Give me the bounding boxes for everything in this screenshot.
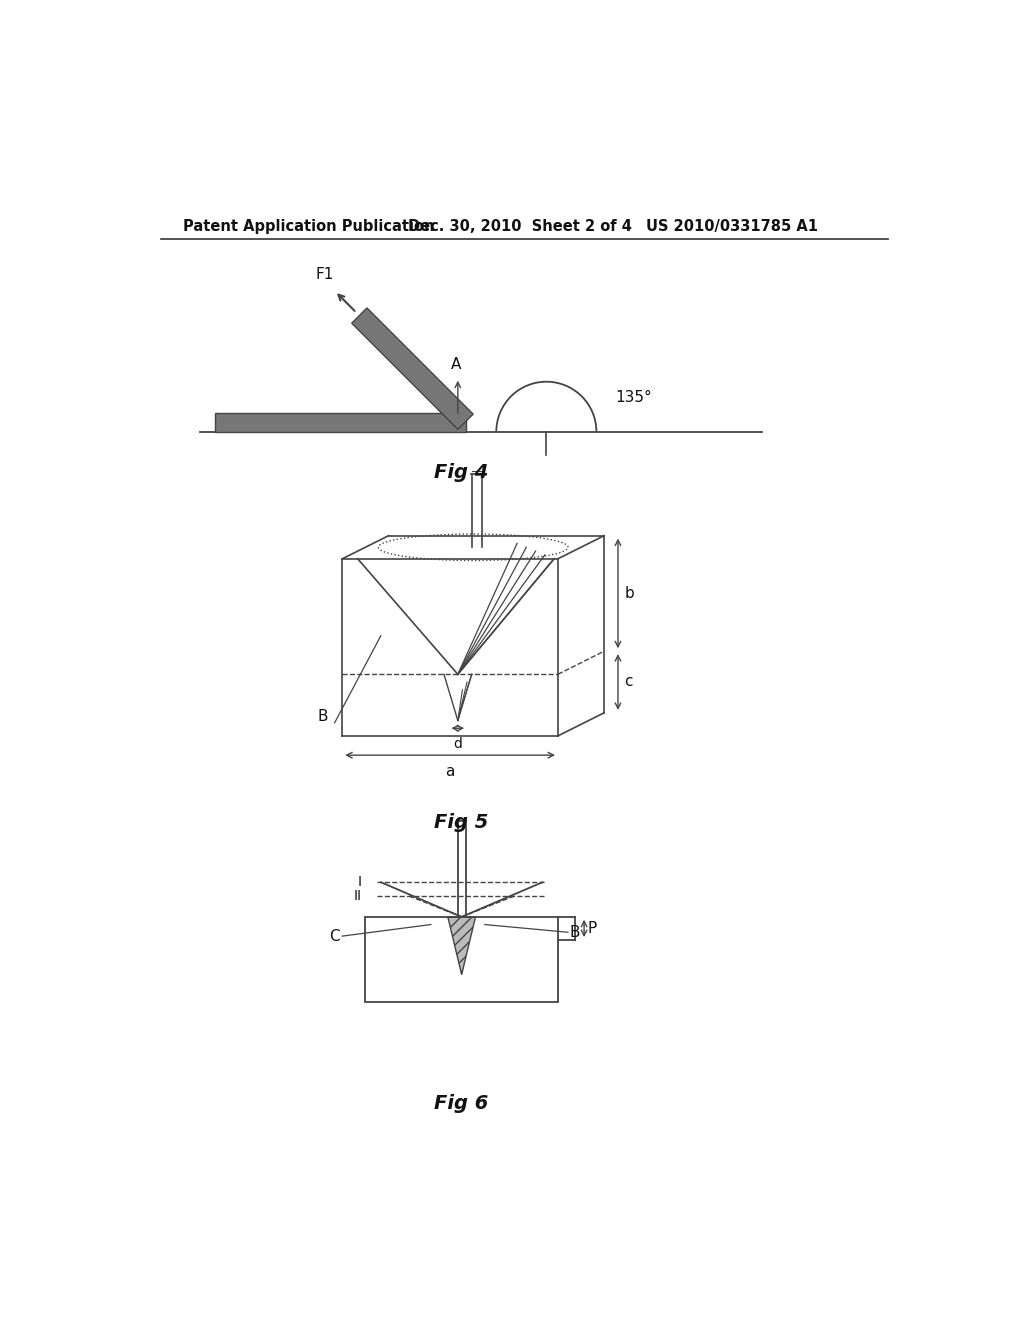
Text: II: II bbox=[353, 890, 361, 903]
Text: d: d bbox=[454, 738, 462, 751]
Text: B: B bbox=[317, 709, 329, 725]
Text: Dec. 30, 2010  Sheet 2 of 4: Dec. 30, 2010 Sheet 2 of 4 bbox=[408, 219, 632, 234]
Bar bbox=[366, 917, 558, 1002]
Polygon shape bbox=[447, 917, 475, 974]
Text: Fig 4: Fig 4 bbox=[434, 462, 488, 482]
Text: A: A bbox=[452, 358, 462, 372]
Text: Fig 5: Fig 5 bbox=[434, 813, 488, 832]
Polygon shape bbox=[215, 412, 466, 432]
Text: I: I bbox=[357, 875, 361, 890]
Text: C: C bbox=[330, 928, 340, 944]
Text: B: B bbox=[569, 925, 580, 940]
Text: b: b bbox=[625, 586, 634, 601]
Text: P: P bbox=[588, 921, 597, 936]
Text: a: a bbox=[445, 764, 455, 779]
Text: US 2010/0331785 A1: US 2010/0331785 A1 bbox=[646, 219, 818, 234]
Text: F1: F1 bbox=[315, 267, 334, 282]
Text: Fig 6: Fig 6 bbox=[434, 1094, 488, 1113]
Text: Patent Application Publication: Patent Application Publication bbox=[183, 219, 434, 234]
Text: 135°: 135° bbox=[615, 389, 652, 405]
Polygon shape bbox=[351, 308, 473, 429]
Text: c: c bbox=[625, 675, 633, 689]
